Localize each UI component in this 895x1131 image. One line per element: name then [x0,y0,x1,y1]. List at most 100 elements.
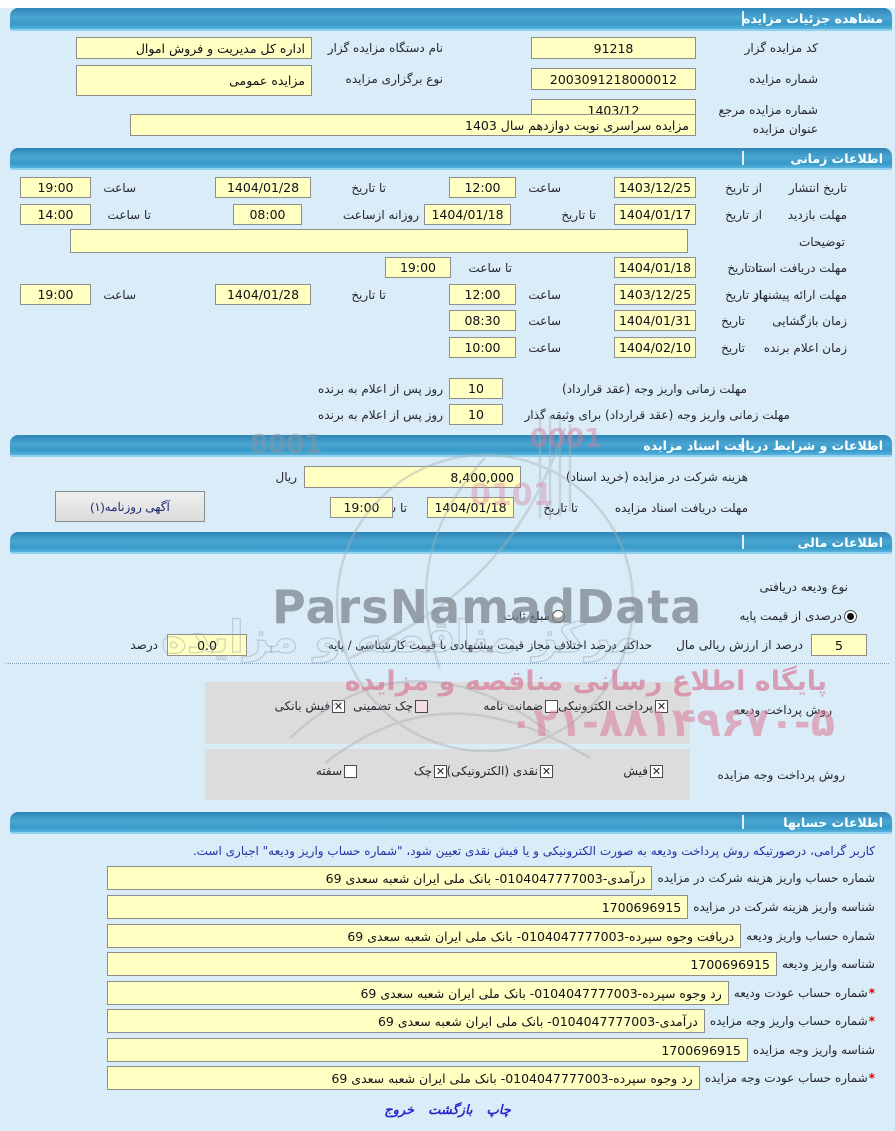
notes-label: توضیحات [798,235,845,249]
fee-payment-id-input[interactable]: 1700696915 [107,895,689,919]
payment-methods-panel [205,749,690,800]
deposit-type-label: نوع ودیعه دریافتی [759,580,848,594]
checkbox-receipt[interactable]: فیش [623,764,663,778]
docs-deadline2-label: مهلت دریافت اسناد مزایده [614,501,748,515]
accounts-notice: کاربر گرامی، درصورتیکه روش پرداخت ودیعه … [192,844,875,858]
offer-label: مهلت ارائه پیشنهاد [753,288,847,302]
org-name-input[interactable]: اداره کل مدیریت و فروش اموال [76,37,312,59]
visit-from-date-input[interactable]: 1404/01/17 [614,204,696,225]
deposit2-days-input[interactable]: 10 [449,404,503,425]
required-asterisk: * [868,986,875,1000]
checkbox-label: چک تضمینی [353,699,413,713]
print-link[interactable]: چاپ [486,1103,511,1118]
publish-from-date-input[interactable]: 1403/12/25 [614,177,696,198]
bid-title-label: عنوان مزایده [752,122,818,136]
offer-from-time-input[interactable]: 12:00 [449,284,516,305]
account-row: شماره حساب واریز هزینه شرکت در مزایده در… [107,866,875,890]
checkbox-guarantee-letter[interactable]: ضمانت نامه [483,699,558,713]
checkbox-label: فیش [623,764,648,778]
winner-time-input[interactable]: 10:00 [449,337,516,358]
winner-date-label: تاریخ [721,341,745,355]
bid-code-input[interactable]: 91218 [531,37,696,59]
publish-to-date-input[interactable]: 1404/01/28 [215,177,311,198]
visit-from-time-input[interactable]: 08:00 [233,204,302,225]
radio-fixed-amount[interactable]: مبلغ ثابت [504,609,565,623]
offer-hour2-label: ساعت [103,288,136,302]
docs-deadline2-time-input[interactable]: 19:00 [330,497,393,518]
radio-icon [552,609,565,623]
max-diff-input[interactable]: 0.0 [167,634,247,656]
accounts-section-bar: اطلاعات حسابها [10,812,892,834]
offer-from-date-input[interactable]: 1403/12/25 [614,284,696,305]
deposit2-label: مهلت زمانی واریز وجه (عقد قرارداد) برای … [524,408,790,422]
checkbox-check[interactable]: چک [414,764,447,778]
financial-section-bar: اطلاعات مالی [10,532,892,554]
percent-input[interactable]: 5 [811,634,867,656]
newspaper-ad-button[interactable]: آگهی روزنامه(۱) [55,491,205,522]
docs-deadline-date-input[interactable]: 1404/01/18 [614,257,696,278]
account-label: شناسه واریز ودیعه [781,957,875,971]
docs-deadline2-date-input[interactable]: 1404/01/18 [427,497,514,518]
fee-account-input[interactable]: درآمدی-0104047777003- بانک ملی ایران شعب… [107,866,653,890]
account-row: *شماره حساب عودت وجه مزایده رد وجوه سپرد… [107,1066,875,1090]
opening-date-label: تاریخ [721,314,745,328]
winner-date-input[interactable]: 1404/02/10 [614,337,696,358]
radio-percent-of-base[interactable]: درصدی از قیمت پایه [740,609,857,623]
checkbox-cash-electronic[interactable]: نقدی (الکترونیکی) [446,764,553,778]
time-section-bar: اطلاعات زمانی [10,148,892,170]
required-asterisk: * [868,1014,875,1028]
bid-title-input[interactable]: مزایده سراسری نوبت دوازدهم سال 1403 [130,114,696,136]
checkbox-icon [415,699,428,713]
checkbox-label: نقدی (الکترونیکی) [446,764,538,778]
payment-methods-label: روش پرداخت وجه مزایده [717,768,845,782]
notes-input[interactable] [70,229,688,253]
deposit1-days-input[interactable]: 10 [449,378,503,399]
bid-type-input[interactable]: مزایده عمومی [76,65,312,96]
bid-number-input[interactable]: 2003091218000012 [531,68,696,90]
deposit-account-input[interactable]: دریافت وجوه سپرده-0104047777003- بانک مل… [107,924,742,948]
visit-to-date-input[interactable]: 1404/01/18 [424,204,511,225]
docs-deadline-time-input[interactable]: 19:00 [385,257,451,278]
org-name-label: نام دستگاه مزایده گزار [327,41,443,55]
opening-time-input[interactable]: 08:30 [449,310,516,331]
bid-payment-account-input[interactable]: درآمدی-0104047777003- بانک ملی ایران شعب… [107,1009,705,1033]
publish-to-label: تا تاریخ [351,181,386,195]
winner-hour-label: ساعت [528,341,561,355]
docs-deadline-label: مهلت دریافت اسناد [749,261,847,275]
opening-date-input[interactable]: 1404/01/31 [614,310,696,331]
exit-link[interactable]: خروج [384,1103,415,1118]
visit-to-time-input[interactable]: 14:00 [20,204,91,225]
account-label: شماره حساب واریز ودیعه [746,929,875,943]
offer-to-label: تا تاریخ [351,288,386,302]
checkbox-label: چک [413,764,432,778]
offer-to-time-input[interactable]: 19:00 [20,284,91,305]
checkbox-icon [434,764,447,778]
docs-deadline-hour-label: تا ساعت [468,261,512,275]
account-label: *شماره حساب عودت ودیعه [733,986,875,1000]
publish-from-time-input[interactable]: 12:00 [449,177,516,198]
deposit1-label: مهلت زمانی واریز وجه (عقد قرارداد) [562,382,747,396]
bid-payment-id-input[interactable]: 1700696915 [107,1038,748,1062]
checkbox-certified-check[interactable]: چک تضمینی [353,699,428,713]
docs-section-title: اطلاعات و شرایط دریافت اسناد مزایده [643,437,883,453]
checkbox-bank-receipt[interactable]: فیش بانکی [275,699,345,713]
ref-number-label: شماره مزایده مرجع [718,103,818,117]
deposit-refund-account-input[interactable]: رد وجوه سپرده-0104047777003- بانک ملی ای… [107,981,729,1005]
bid-type-label: نوع برگزاری مزایده [345,72,443,86]
checkbox-promissory-note[interactable]: سفته [316,764,357,778]
max-diff-label: حداکثر درصد اختلاف مجاز قیمت پیشنهادی با… [327,638,652,652]
publish-to-time-input[interactable]: 19:00 [20,177,91,198]
checkbox-electronic-payment[interactable]: پرداخت الکترونیکی [558,699,668,713]
financial-section-title: اطلاعات مالی [797,534,883,550]
visit-daily-label: روزانه ازساعت [342,208,419,222]
accounts-section-title: اطلاعات حسابها [783,814,883,830]
fee-input[interactable]: 8,400,000 [304,466,521,488]
deposit-payment-id-input[interactable]: 1700696915 [107,952,777,976]
back-link[interactable]: بازگشت [428,1103,473,1118]
checkbox-icon [332,699,345,713]
offer-to-date-input[interactable]: 1404/01/28 [215,284,311,305]
bid-refund-account-input[interactable]: رد وجوه سپرده-0104047777003- بانک ملی ای… [107,1066,700,1090]
checkbox-label: سفته [315,764,342,778]
docs-deadline-to-label: تا تاریخ [727,261,762,275]
fee-label: هزینه شرکت در مزایده (خرید اسناد) [565,470,748,484]
